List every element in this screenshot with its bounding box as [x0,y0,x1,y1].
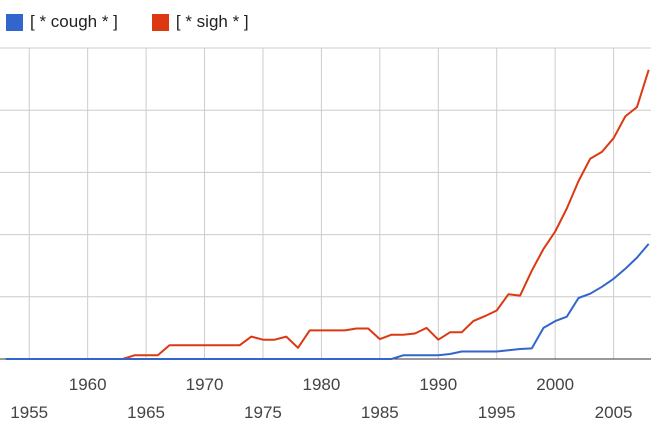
chart-lines [5,69,650,360]
chart-legend: [ * cough * ] [ * sigh * ] [6,10,283,34]
chart-grid [0,47,651,360]
legend-item-cough[interactable]: [ * cough * ] [6,12,118,32]
x-tick-label: 2000 [536,375,574,394]
x-tick-label: 1960 [69,375,107,394]
series-line-cough [5,243,650,360]
legend-label-cough: [ * cough * ] [30,12,118,31]
x-axis-ticks: 1960 1970 1980 1990 2000 1955 1965 1975 1985 1995… [10,375,632,422]
legend-swatch-cough [6,13,23,31]
x-tick-label: 1970 [186,375,224,394]
legend-item-sigh[interactable]: [ * sigh * ] [151,12,249,32]
x-tick-label: 1975 [244,403,282,422]
x-tick-label: 2005 [595,403,633,422]
x-tick-label: 1955 [10,403,48,422]
legend-label-sigh: [ * sigh * ] [175,12,249,31]
x-tick-label: 1990 [419,375,457,394]
legend-swatch-sigh [151,13,169,31]
x-tick-label: 1980 [302,375,340,394]
series-line-sigh [5,69,650,360]
x-tick-label: 1985 [361,403,399,422]
x-tick-label: 1995 [478,403,516,422]
x-tick-label: 1965 [127,403,165,422]
